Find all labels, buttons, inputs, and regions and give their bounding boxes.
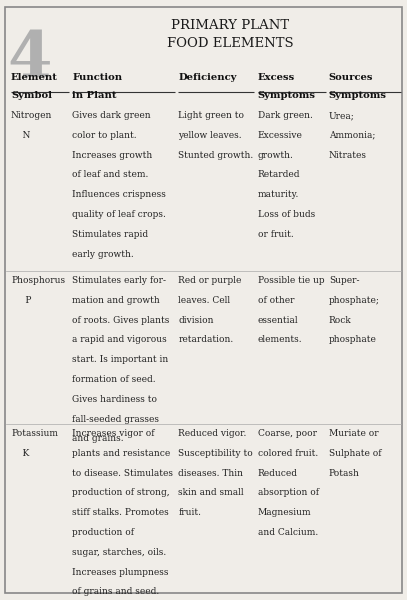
Text: P: P: [11, 296, 31, 305]
Text: Increases vigor of: Increases vigor of: [72, 429, 155, 438]
Text: phosphate;: phosphate;: [329, 296, 380, 305]
Text: Rock: Rock: [329, 316, 352, 325]
Text: Symbol: Symbol: [11, 91, 52, 100]
Text: Increases growth: Increases growth: [72, 151, 153, 160]
Text: formation of seed.: formation of seed.: [72, 375, 156, 384]
Text: division: division: [178, 316, 214, 325]
Text: leaves. Cell: leaves. Cell: [178, 296, 230, 305]
Text: Excessive: Excessive: [258, 131, 302, 140]
Text: quality of leaf crops.: quality of leaf crops.: [72, 210, 166, 219]
Text: of grains and seed.: of grains and seed.: [72, 587, 160, 596]
Text: Magnesium: Magnesium: [258, 508, 311, 517]
Text: start. Is important in: start. Is important in: [72, 355, 168, 364]
Text: early growth.: early growth.: [72, 250, 134, 259]
Text: Urea;: Urea;: [329, 111, 354, 120]
Text: PRIMARY PLANT: PRIMARY PLANT: [171, 19, 289, 32]
Text: Coarse, poor: Coarse, poor: [258, 429, 317, 438]
Text: essential: essential: [258, 316, 298, 325]
Text: of leaf and stem.: of leaf and stem.: [72, 170, 149, 179]
Text: 4: 4: [7, 29, 52, 90]
Text: Sources: Sources: [329, 73, 373, 82]
Text: phosphate: phosphate: [329, 335, 377, 344]
Text: Ammonia;: Ammonia;: [329, 131, 375, 140]
Text: of roots. Gives plants: of roots. Gives plants: [72, 316, 170, 325]
Text: Stunted growth.: Stunted growth.: [178, 151, 254, 160]
Text: Stimulates rapid: Stimulates rapid: [72, 230, 149, 239]
Text: Potassium: Potassium: [11, 429, 58, 438]
Text: Possible tie up: Possible tie up: [258, 276, 324, 285]
Text: growth.: growth.: [258, 151, 293, 160]
FancyBboxPatch shape: [5, 7, 402, 593]
Text: Reduced vigor.: Reduced vigor.: [178, 429, 247, 438]
Text: FOOD ELEMENTS: FOOD ELEMENTS: [166, 37, 293, 50]
Text: color to plant.: color to plant.: [72, 131, 137, 140]
Text: Deficiency: Deficiency: [178, 73, 236, 82]
Text: Function: Function: [72, 73, 123, 82]
Text: absorption of: absorption of: [258, 488, 319, 497]
Text: fruit.: fruit.: [178, 508, 201, 517]
Text: Nitrogen: Nitrogen: [11, 111, 53, 120]
Text: fall-seeded grasses: fall-seeded grasses: [72, 415, 160, 424]
Text: Potash: Potash: [329, 469, 360, 478]
Text: Dark green.: Dark green.: [258, 111, 313, 120]
Text: to disease. Stimulates: to disease. Stimulates: [72, 469, 173, 478]
Text: mation and growth: mation and growth: [72, 296, 160, 305]
Text: elements.: elements.: [258, 335, 302, 344]
Text: Light green to: Light green to: [178, 111, 244, 120]
Text: or fruit.: or fruit.: [258, 230, 293, 239]
Text: Sulphate of: Sulphate of: [329, 449, 381, 458]
Text: Element: Element: [11, 73, 58, 82]
Text: production of: production of: [72, 528, 134, 537]
Text: maturity.: maturity.: [258, 190, 299, 199]
Text: yellow leaves.: yellow leaves.: [178, 131, 242, 140]
Text: K: K: [11, 449, 29, 458]
Text: a rapid and vigorous: a rapid and vigorous: [72, 335, 167, 344]
Text: colored fruit.: colored fruit.: [258, 449, 318, 458]
Text: retardation.: retardation.: [178, 335, 234, 344]
Text: Muriate or: Muriate or: [329, 429, 379, 438]
Text: Gives hardiness to: Gives hardiness to: [72, 395, 158, 404]
Text: Gives dark green: Gives dark green: [72, 111, 151, 120]
Text: Super-: Super-: [329, 276, 359, 285]
Text: diseases. Thin: diseases. Thin: [178, 469, 243, 478]
Text: Reduced: Reduced: [258, 469, 298, 478]
Text: Excess: Excess: [258, 73, 295, 82]
Text: sugar, starches, oils.: sugar, starches, oils.: [72, 548, 167, 557]
Text: Nitrates: Nitrates: [329, 151, 367, 160]
Text: of other: of other: [258, 296, 294, 305]
Text: N: N: [11, 131, 31, 140]
Text: and Calcium.: and Calcium.: [258, 528, 318, 537]
Text: production of strong,: production of strong,: [72, 488, 170, 497]
Text: Symptoms: Symptoms: [258, 91, 316, 100]
Text: stiff stalks. Promotes: stiff stalks. Promotes: [72, 508, 169, 517]
Text: Stimulates early for-: Stimulates early for-: [72, 276, 166, 285]
Text: in Plant: in Plant: [72, 91, 117, 100]
Text: Symptoms: Symptoms: [329, 91, 387, 100]
Text: Phosphorus: Phosphorus: [11, 276, 65, 285]
Text: Increases plumpness: Increases plumpness: [72, 568, 169, 577]
Text: Loss of buds: Loss of buds: [258, 210, 315, 219]
Text: Susceptibility to: Susceptibility to: [178, 449, 253, 458]
Text: and grains.: and grains.: [72, 434, 124, 443]
Text: Retarded: Retarded: [258, 170, 300, 179]
Text: skin and small: skin and small: [178, 488, 244, 497]
Text: Influences crispness: Influences crispness: [72, 190, 166, 199]
Text: plants and resistance: plants and resistance: [72, 449, 171, 458]
Text: Red or purple: Red or purple: [178, 276, 242, 285]
